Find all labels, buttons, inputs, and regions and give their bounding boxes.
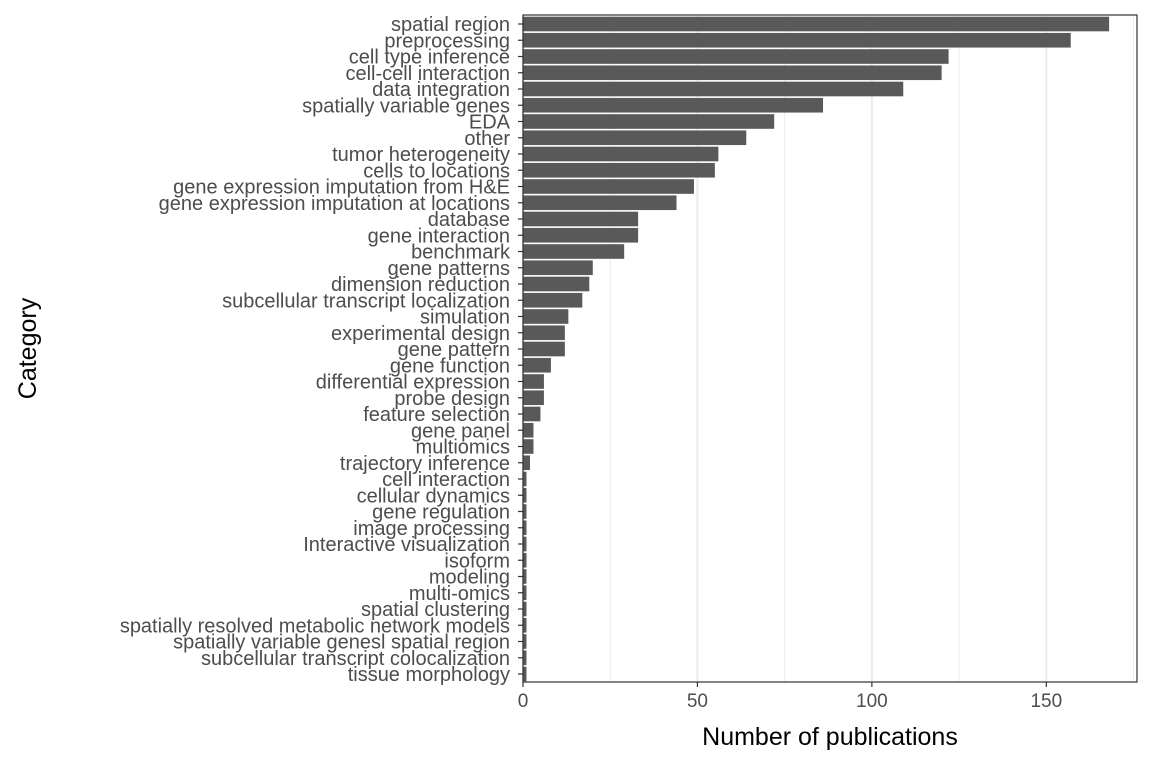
bar [523,97,824,113]
bar [523,260,593,276]
category-label: cell interaction [382,469,510,491]
category-label: multiomics [416,437,510,459]
bar [523,422,534,438]
bar [523,357,551,373]
category-label: image processing [353,518,510,540]
category-label: spatial region [391,14,510,36]
bar [523,455,530,471]
category-label: Interactive visualization [303,534,510,556]
category-label: cells to locations [363,160,510,182]
bar [523,487,527,503]
bar [523,666,527,682]
category-label: gene function [390,355,510,377]
category-label: preprocessing [384,30,510,52]
bar [523,374,544,389]
bar [523,601,527,617]
category-label: probe design [394,388,510,410]
bar [523,309,569,324]
category-label: multi-omics [409,583,510,605]
bar [523,650,527,666]
category-label: gene pattern [398,339,510,361]
bar [523,406,541,422]
category-label: trajectory inference [340,453,510,475]
category-label: subcellular transcript colocalization [201,648,510,670]
category-label: isoform [444,550,510,572]
category-label: spatially resolved metabolic network mod… [120,615,510,637]
bar [523,65,942,81]
x-axis-title: Number of publications [702,723,958,751]
bar [523,634,527,649]
bar [523,16,1110,32]
bar [523,585,527,601]
bar [523,276,590,292]
category-label: subcellular transcript localization [222,290,510,312]
category-label: cellular dynamics [357,485,510,507]
bar [523,211,639,227]
category-label: modeling [429,567,510,589]
category-label: cell type inference [349,47,510,69]
category-label: simulation [420,307,510,329]
x-tick-label: 100 [856,691,888,712]
category-label: spatial clustering [361,599,510,621]
bar [523,114,775,129]
bar [523,195,677,211]
category-label: spatially variable genesl spatial region [173,632,510,654]
bar [523,227,639,243]
bar [523,439,534,454]
bar [523,146,719,162]
bar [523,325,565,341]
category-label: experimental design [331,323,510,345]
category-label: cell-cell interaction [345,63,510,85]
category-label: gene patterns [388,258,510,280]
category-label: database [428,209,510,231]
category-label: tumor heterogeneity [332,144,510,166]
bar [523,49,949,64]
category-label: spatially variable genes [302,95,510,117]
bars [523,16,1110,682]
category-label: EDA [469,112,511,134]
bar [523,569,527,584]
x-tick-label: 0 [518,691,529,712]
bar [523,520,527,536]
category-label: tissue morphology [348,664,510,686]
bar [523,341,565,357]
category-label: other [464,128,510,150]
category-label: feature selection [363,404,510,426]
y-axis-title: Category [14,297,42,399]
x-tick-label: 50 [687,691,708,712]
bar [523,162,715,178]
bar [523,617,527,633]
category-label: differential expression [316,372,510,394]
category-label: gene panel [411,420,510,442]
bar [523,552,527,568]
category-label: gene interaction [368,225,510,247]
bar [523,130,747,146]
bar [523,390,544,406]
x-tick-label: 150 [1030,691,1062,712]
bar [523,32,1071,48]
bar [523,504,527,519]
bar [523,244,625,259]
category-label: gene expression imputation at locations [159,193,510,215]
category-label: dimension reduction [331,274,510,296]
bar [523,471,527,487]
bar [523,536,527,552]
category-label: data integration [372,79,510,101]
category-label: benchmark [411,242,511,264]
category-label: gene regulation [372,502,510,524]
bar [523,81,904,97]
x-axis-ticks: 0 50 100 150 [518,682,1062,712]
category-label: gene expression imputation from H&E [173,177,510,199]
bar [523,292,583,308]
bar [523,179,694,194]
